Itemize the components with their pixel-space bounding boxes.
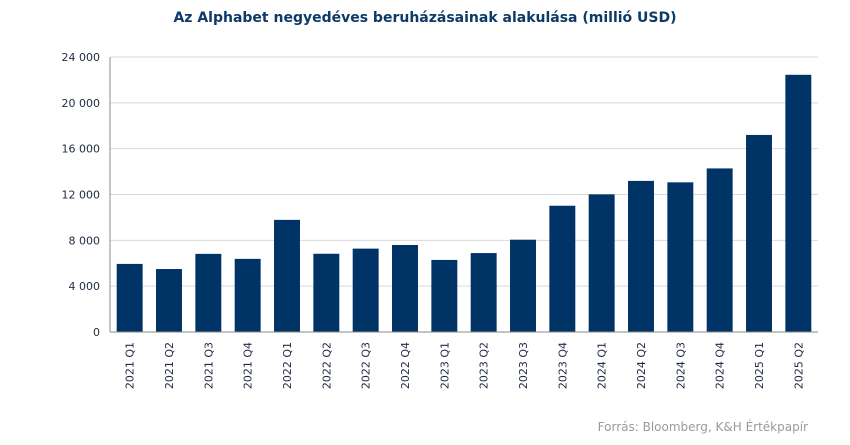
bar xyxy=(549,205,576,332)
x-tick-label: 2025 Q1 xyxy=(753,342,766,389)
y-tick-label: 0 xyxy=(93,326,100,339)
bar xyxy=(195,253,222,332)
y-tick-label: 20 000 xyxy=(62,97,101,110)
bar xyxy=(746,134,772,332)
source-note: Forrás: Bloomberg, K&H Értékpapír xyxy=(597,420,808,434)
y-tick-label: 4 000 xyxy=(69,280,101,293)
bar xyxy=(470,253,497,332)
x-tick-label: 2023 Q2 xyxy=(478,342,491,389)
x-tick-label: 2024 Q4 xyxy=(714,342,727,389)
x-tick-label: 2024 Q1 xyxy=(596,342,609,389)
bars-layer xyxy=(116,74,812,333)
bar xyxy=(667,182,694,332)
y-tick-label: 16 000 xyxy=(62,143,101,156)
x-tick-label: 2023 Q1 xyxy=(438,342,451,389)
x-tick-label: 2021 Q3 xyxy=(202,342,215,389)
grid-layer xyxy=(110,56,818,287)
bar xyxy=(510,239,536,332)
x-tick-label: 2022 Q2 xyxy=(320,342,333,389)
y-tick-label: 8 000 xyxy=(69,234,101,247)
bar xyxy=(392,244,418,332)
x-tick-label: 2022 Q4 xyxy=(399,342,412,389)
x-tick-label: 2022 Q3 xyxy=(360,342,373,389)
bar xyxy=(156,269,182,332)
bar xyxy=(234,258,261,332)
bar xyxy=(588,194,615,332)
y-tick-labels: 0 4 000 8 000 12 000 16 000 20 000 24 000 xyxy=(62,51,101,339)
x-tick-label: 2023 Q3 xyxy=(517,342,530,389)
bar xyxy=(274,219,300,332)
y-tick-label: 12 000 xyxy=(62,189,101,202)
bar xyxy=(116,263,143,332)
x-tick-label: 2021 Q4 xyxy=(242,342,255,389)
x-tick-label: 2024 Q3 xyxy=(674,342,687,389)
axis-layer xyxy=(109,57,818,333)
y-tick-label: 24 000 xyxy=(62,51,101,64)
chart-title: Az Alphabet negyedéves beruházásainak al… xyxy=(173,10,677,26)
x-tick-label: 2024 Q2 xyxy=(635,342,648,389)
x-tick-label: 2022 Q1 xyxy=(281,342,294,389)
x-tick-label: 2021 Q2 xyxy=(163,342,176,389)
bar xyxy=(431,259,458,332)
bar xyxy=(706,168,733,332)
bar xyxy=(785,74,812,333)
x-tick-label: 2021 Q1 xyxy=(124,342,137,389)
bar xyxy=(628,180,654,332)
bar xyxy=(352,248,379,332)
x-tick-labels: 2021 Q1 2021 Q2 2021 Q3 2021 Q4 2022 Q1 2022 … xyxy=(124,342,806,389)
x-tick-label: 2023 Q4 xyxy=(556,342,569,389)
bar xyxy=(313,253,340,332)
x-tick-label: 2025 Q2 xyxy=(792,342,805,389)
